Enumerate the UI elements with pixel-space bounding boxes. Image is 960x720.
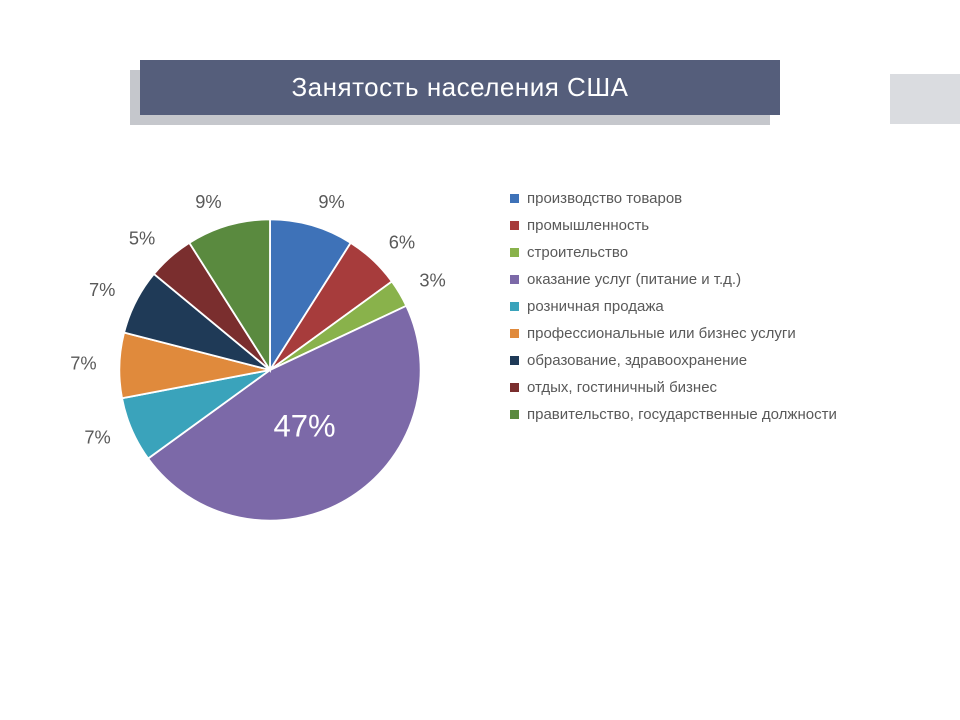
legend-label: отдых, гостиничный бизнес [527,379,717,396]
slice-percent-label: 47% [273,409,335,444]
slice-percent-label: 3% [419,270,445,291]
legend-item: производство товаров [510,190,837,207]
legend-label: оказание услуг (питание и т.д.) [527,271,741,288]
slice-percent-label: 5% [129,228,155,249]
slice-percent-label: 7% [84,427,110,448]
legend-item: строительство [510,244,837,261]
legend-swatch [510,410,519,419]
legend-item: розничная продажа [510,298,837,315]
legend-label: промышленность [527,217,649,234]
page-title: Занятость населения США [140,60,780,115]
legend-label: строительство [527,244,628,261]
pie-chart: 9% 6%3% 47% 7% 7% 7% 5% 9% [60,160,480,580]
legend-label: правительство, государственные должности [527,406,837,423]
legend-item: образование, здравоохранение [510,352,837,369]
decorative-tab [890,74,960,124]
legend-swatch [510,383,519,392]
legend-label: розничная продажа [527,298,664,315]
title-bar: Занятость населения США [140,60,780,120]
legend-swatch [510,248,519,257]
legend-label: образование, здравоохранение [527,352,747,369]
legend-item: правительство, государственные должности [510,406,837,423]
legend-swatch [510,275,519,284]
legend-item: промышленность [510,217,837,234]
slice-percent-label: 7% [89,279,115,300]
slice-percent-label: 6% [389,231,415,252]
legend-swatch [510,194,519,203]
legend-label: производство товаров [527,190,682,207]
legend-swatch [510,302,519,311]
legend-item: отдых, гостиничный бизнес [510,379,837,396]
legend-item: профессиональные или бизнес услуги [510,325,837,342]
legend-swatch [510,329,519,338]
legend-label: профессиональные или бизнес услуги [527,325,796,342]
legend-swatch [510,221,519,230]
slice-percent-label: 9% [318,191,344,212]
legend-item: оказание услуг (питание и т.д.) [510,271,837,288]
slice-percent-label: 7% [70,352,96,373]
legend-swatch [510,356,519,365]
legend: производство товаров промышленность строит… [510,190,837,423]
slice-percent-label: 9% [195,191,221,212]
